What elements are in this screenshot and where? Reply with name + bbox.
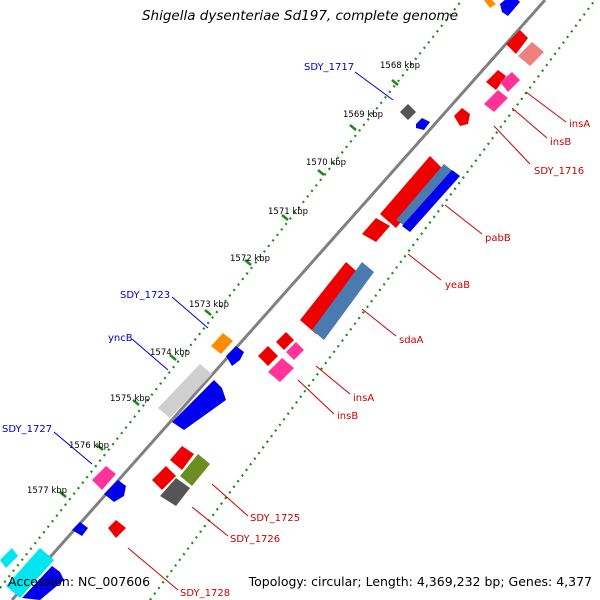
gene-arrow bbox=[380, 156, 444, 228]
tick-label: 1572 kbp bbox=[230, 254, 270, 264]
gene-label[interactable]: pabB bbox=[485, 233, 511, 244]
gene-arrow bbox=[72, 522, 88, 536]
gene-arrow bbox=[402, 170, 460, 232]
genome-backbone bbox=[10, 0, 547, 600]
gene-arrow bbox=[0, 548, 18, 568]
gene-label[interactable]: sdaA bbox=[399, 335, 424, 346]
gene-label[interactable]: SDY_1717 bbox=[304, 62, 354, 73]
gene-label[interactable]: insB bbox=[550, 137, 571, 148]
gene-label[interactable]: SDY_1726 bbox=[230, 534, 280, 545]
gene-label[interactable]: insA bbox=[569, 119, 590, 130]
tick-label: 1573 kbp bbox=[189, 300, 229, 310]
gene-arrow bbox=[500, 72, 520, 92]
gene-arrow bbox=[300, 262, 362, 334]
gene-label[interactable]: SDY_1725 bbox=[250, 513, 300, 524]
genome-title: Shigella dysenteriae Sd197, complete gen… bbox=[141, 8, 459, 24]
gene-arrow bbox=[286, 342, 304, 360]
gene-arrow bbox=[484, 0, 496, 8]
tick-label: 1571 kbp bbox=[268, 207, 308, 217]
gene-arrow bbox=[158, 364, 212, 418]
gene-arrow bbox=[362, 218, 390, 242]
gene-label[interactable]: SDY_1728 bbox=[180, 588, 230, 599]
gene-label[interactable]: SDY_1727 bbox=[2, 424, 52, 435]
forward-genes bbox=[0, 0, 520, 600]
gene-arrow bbox=[454, 108, 470, 126]
gene-arrow bbox=[276, 332, 294, 350]
gene-arrow bbox=[258, 346, 278, 366]
gene-arrow bbox=[226, 346, 244, 366]
gene-label[interactable]: SDY_1716 bbox=[534, 166, 584, 177]
gene-arrow bbox=[104, 480, 126, 502]
tick-label: 1577 kbp bbox=[27, 486, 67, 496]
gene-arrow bbox=[268, 358, 294, 382]
gene-arrow bbox=[484, 90, 508, 112]
gene-label[interactable]: yeaB bbox=[445, 280, 470, 291]
gene-arrow bbox=[506, 30, 528, 54]
gene-arrow bbox=[152, 466, 176, 490]
gene-label[interactable]: insA bbox=[353, 393, 374, 404]
accession-text: Accession: NC_007606 bbox=[8, 574, 151, 589]
label-connectors bbox=[53, 71, 567, 591]
gene-arrow bbox=[170, 446, 194, 470]
tick-label: 1568 kbp bbox=[380, 61, 420, 71]
gene-arrow bbox=[92, 466, 116, 490]
gene-arrow bbox=[22, 566, 64, 600]
gene-arrow bbox=[518, 42, 544, 66]
gene-arrow bbox=[400, 104, 416, 120]
tick-label: 1574 kbp bbox=[150, 348, 190, 358]
gene-label[interactable]: SDY_1723 bbox=[120, 290, 170, 301]
gene-arrow bbox=[180, 454, 210, 486]
gene-arrow bbox=[416, 118, 430, 130]
gene-label[interactable]: insB bbox=[337, 411, 358, 422]
forward-tick-track bbox=[0, 0, 463, 589]
tick-marks bbox=[59, 79, 399, 498]
tick-label: 1569 kbp bbox=[343, 110, 383, 120]
gene-arrow bbox=[486, 70, 506, 90]
tick-label: 1570 kbp bbox=[306, 158, 346, 168]
reverse-genes bbox=[108, 30, 544, 538]
gene-label[interactable]: yncB bbox=[108, 333, 133, 344]
gene-arrow bbox=[172, 380, 226, 430]
tick-label: 1576 kbp bbox=[69, 441, 109, 451]
gene-arrow bbox=[396, 164, 454, 228]
gene-arrow bbox=[312, 262, 374, 340]
gene-arrow bbox=[160, 478, 190, 506]
gene-arrow bbox=[211, 333, 233, 354]
tick-label: 1575 kbp bbox=[110, 394, 150, 404]
topology-text: Topology: circular; Length: 4,369,232 bp… bbox=[248, 574, 592, 589]
gene-arrow bbox=[6, 548, 54, 598]
gene-arrow bbox=[500, 0, 520, 16]
gene-arrow bbox=[108, 520, 126, 538]
